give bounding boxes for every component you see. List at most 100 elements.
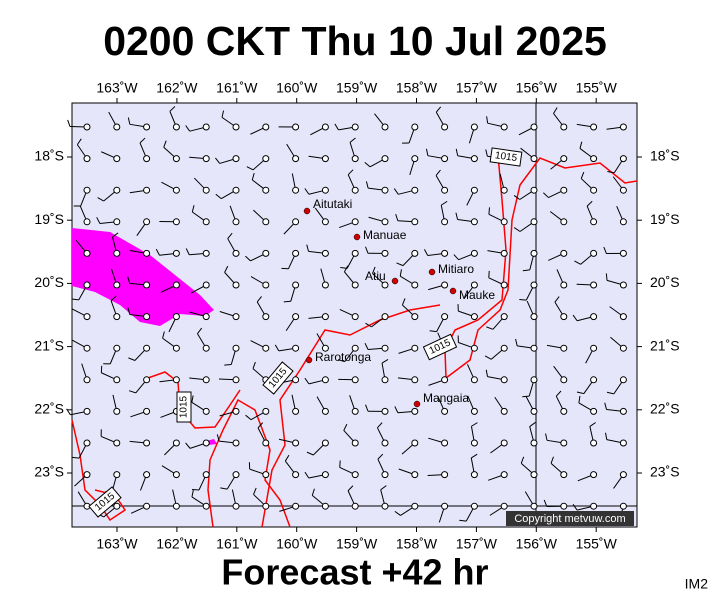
barb-station — [501, 377, 507, 383]
barb-station — [293, 187, 299, 193]
barb-station — [561, 250, 567, 256]
barb-station — [412, 440, 418, 446]
barb-station — [144, 124, 150, 130]
barb-station — [501, 282, 507, 288]
barb-station — [233, 440, 239, 446]
longitude-label: 156˚W — [516, 536, 558, 552]
barb-station — [382, 440, 388, 446]
barb-station — [382, 503, 388, 509]
barb-station — [501, 124, 507, 130]
barb-station — [173, 124, 179, 130]
latitude-label: 23˚S — [650, 464, 680, 480]
place-label: Mauke — [459, 288, 495, 302]
barb-station — [442, 219, 448, 225]
barb-station — [114, 282, 120, 288]
barb-station — [84, 440, 90, 446]
barb-station — [352, 156, 358, 162]
latitude-label: 22˚S — [650, 401, 680, 417]
barb-station — [173, 377, 179, 383]
barb-station — [352, 408, 358, 414]
barb-station — [173, 250, 179, 256]
barb-station — [412, 408, 418, 414]
barb-station — [531, 472, 537, 478]
barb-station — [233, 314, 239, 320]
barb-station — [173, 472, 179, 478]
barb-station — [114, 124, 120, 130]
barb-station — [144, 408, 150, 414]
longitude-label: 160˚W — [276, 80, 318, 96]
barb-station — [531, 156, 537, 162]
barb-station — [173, 314, 179, 320]
barb-station — [620, 440, 626, 446]
barb-station — [293, 124, 299, 130]
barb-station — [84, 377, 90, 383]
barb-station — [561, 219, 567, 225]
place-label: Mangaia — [423, 391, 469, 405]
barb-station — [233, 377, 239, 383]
barb-station — [84, 156, 90, 162]
barb-station — [322, 408, 328, 414]
barb-station — [263, 503, 269, 509]
barb-station — [173, 503, 179, 509]
barb-station — [84, 250, 90, 256]
barb-station — [442, 124, 448, 130]
barb-station — [412, 250, 418, 256]
barb-station — [471, 503, 477, 509]
barb-station — [382, 472, 388, 478]
longitude-label: 162˚W — [156, 80, 198, 96]
barb-station — [620, 250, 626, 256]
island — [306, 357, 312, 363]
barb-station — [84, 314, 90, 320]
barb-station — [471, 124, 477, 130]
barb-station — [591, 314, 597, 320]
copyright: Copyright metvuw.com — [514, 513, 625, 525]
barb-station — [84, 408, 90, 414]
barb-station — [263, 250, 269, 256]
barb-station — [352, 314, 358, 320]
island — [450, 288, 456, 294]
barb-station — [561, 472, 567, 478]
barb-station — [591, 377, 597, 383]
barb-station — [293, 156, 299, 162]
barb-station — [84, 345, 90, 351]
barb-station — [322, 314, 328, 320]
barb-station — [352, 282, 358, 288]
barb-station — [412, 472, 418, 478]
barb-station — [620, 503, 626, 509]
barb-station — [203, 345, 209, 351]
barb-station — [293, 503, 299, 509]
barb-station — [531, 187, 537, 193]
barb-station — [382, 124, 388, 130]
barb-station — [412, 156, 418, 162]
longitude-label: 155˚W — [576, 80, 618, 96]
barb-station — [114, 187, 120, 193]
barb-station — [233, 503, 239, 509]
barb-station — [263, 314, 269, 320]
barb-station — [620, 377, 626, 383]
barb-station — [233, 250, 239, 256]
barb-station — [114, 503, 120, 509]
latitude-label: 21˚S — [34, 337, 64, 353]
barb-station — [471, 345, 477, 351]
barb-station — [203, 377, 209, 383]
island — [392, 278, 398, 284]
barb-station — [501, 219, 507, 225]
barb-station — [293, 219, 299, 225]
barb-station — [501, 503, 507, 509]
barb-station — [84, 282, 90, 288]
barb-station — [144, 345, 150, 351]
place-label: Aitutaki — [313, 197, 352, 211]
longitude-label: 159˚W — [336, 536, 378, 552]
barb-station — [352, 124, 358, 130]
barb-station — [471, 314, 477, 320]
place-label: Mitiaro — [438, 262, 474, 276]
barb-station — [591, 187, 597, 193]
barb-station — [144, 156, 150, 162]
barb-station — [144, 377, 150, 383]
barb-station — [114, 250, 120, 256]
barb-station — [412, 187, 418, 193]
barb-station — [620, 156, 626, 162]
barb-station — [293, 314, 299, 320]
barb-station — [203, 156, 209, 162]
island — [414, 401, 420, 407]
